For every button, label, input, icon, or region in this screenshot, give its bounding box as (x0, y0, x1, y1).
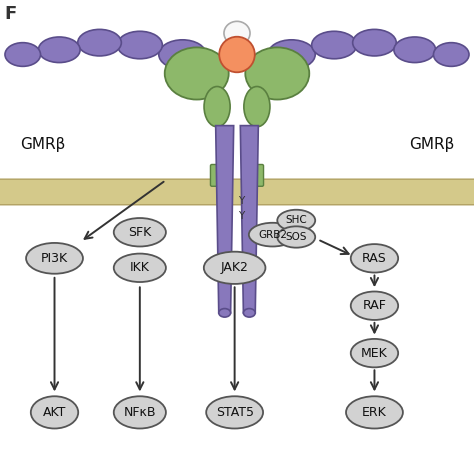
Ellipse shape (78, 29, 121, 56)
Ellipse shape (31, 396, 78, 428)
Text: ERK: ERK (362, 406, 387, 419)
Ellipse shape (5, 43, 40, 66)
Text: MEK: MEK (361, 346, 388, 360)
FancyBboxPatch shape (0, 179, 474, 205)
Ellipse shape (268, 40, 315, 69)
Text: GRB2: GRB2 (258, 229, 287, 240)
Text: GMRβ: GMRβ (20, 137, 65, 152)
Ellipse shape (224, 21, 250, 45)
Ellipse shape (311, 31, 356, 59)
Ellipse shape (277, 210, 315, 231)
Ellipse shape (114, 218, 166, 246)
Ellipse shape (433, 43, 469, 66)
Ellipse shape (164, 47, 228, 100)
Text: AKT: AKT (43, 406, 66, 419)
Ellipse shape (351, 339, 398, 367)
Ellipse shape (353, 29, 396, 56)
Text: RAF: RAF (363, 299, 386, 312)
Ellipse shape (219, 37, 255, 72)
Ellipse shape (26, 243, 83, 274)
Text: SOS: SOS (285, 232, 307, 242)
Text: F: F (5, 5, 17, 23)
Ellipse shape (219, 309, 230, 317)
FancyBboxPatch shape (249, 164, 264, 186)
Ellipse shape (159, 40, 206, 69)
Ellipse shape (114, 254, 166, 282)
Ellipse shape (351, 244, 398, 273)
Text: SHC: SHC (285, 215, 307, 226)
Text: IKK: IKK (130, 261, 150, 274)
Ellipse shape (351, 292, 398, 320)
Ellipse shape (204, 87, 230, 127)
Text: Y: Y (237, 210, 244, 221)
Text: NFκB: NFκB (124, 406, 156, 419)
Ellipse shape (346, 396, 403, 428)
Text: GMRβ: GMRβ (409, 137, 454, 152)
Ellipse shape (277, 227, 315, 247)
Ellipse shape (244, 87, 270, 127)
Ellipse shape (204, 252, 265, 284)
FancyBboxPatch shape (210, 164, 225, 186)
Text: Y: Y (237, 196, 244, 207)
Text: RAS: RAS (362, 252, 387, 265)
Text: STAT5: STAT5 (216, 406, 254, 419)
Ellipse shape (249, 223, 296, 246)
Ellipse shape (117, 31, 162, 59)
Ellipse shape (394, 37, 436, 63)
Polygon shape (240, 126, 258, 313)
Text: PI3K: PI3K (41, 252, 68, 265)
Text: SFK: SFK (128, 226, 152, 239)
Ellipse shape (38, 37, 80, 63)
Ellipse shape (245, 47, 309, 100)
Polygon shape (216, 126, 234, 313)
Text: JAK2: JAK2 (221, 261, 248, 274)
Ellipse shape (114, 396, 166, 428)
Ellipse shape (206, 396, 263, 428)
Ellipse shape (244, 309, 255, 317)
